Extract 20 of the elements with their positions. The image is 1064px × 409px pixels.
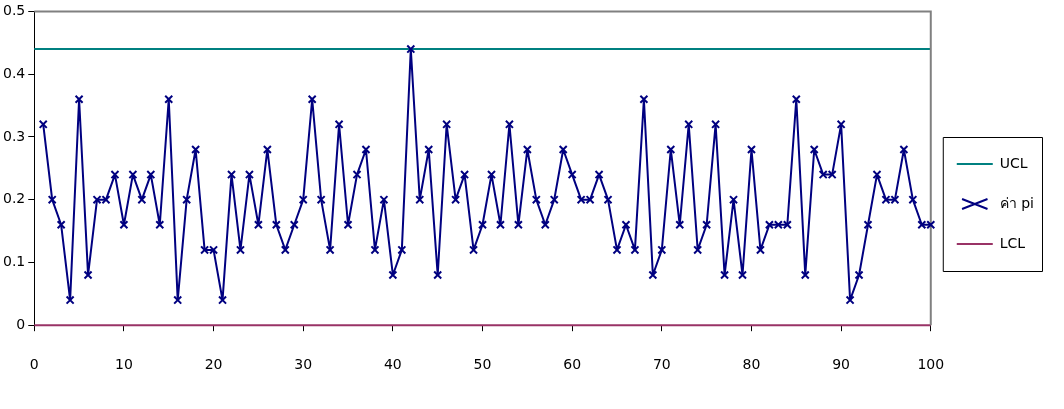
x-tick-label: 50: [473, 356, 492, 373]
x-tick-label: 70: [652, 356, 671, 373]
y-tick-label: 0.2: [3, 190, 26, 207]
x-tick-label: 80: [742, 356, 761, 373]
x-tick-label: 20: [204, 356, 223, 373]
x-tick-label: 100: [917, 356, 945, 373]
y-tick-label: 0: [16, 315, 26, 332]
y-tick-label: 0.5: [3, 2, 26, 19]
x-tick-label: 90: [832, 356, 851, 373]
x-tick-label: 0: [29, 356, 39, 373]
x-tick-label: 40: [383, 356, 402, 373]
x-tick-label: 60: [563, 356, 582, 373]
x-tick-label: 10: [115, 356, 133, 373]
y-tick-label: 0.4: [3, 64, 26, 81]
legend-label: LCL: [999, 234, 1026, 251]
x-tick-label: 30: [294, 356, 313, 373]
y-tick-label: 0.1: [3, 253, 26, 270]
legend-label: UCL: [999, 154, 1028, 171]
legend-label: ค่า pi: [999, 194, 1035, 211]
y-tick-label: 0.3: [3, 127, 26, 144]
